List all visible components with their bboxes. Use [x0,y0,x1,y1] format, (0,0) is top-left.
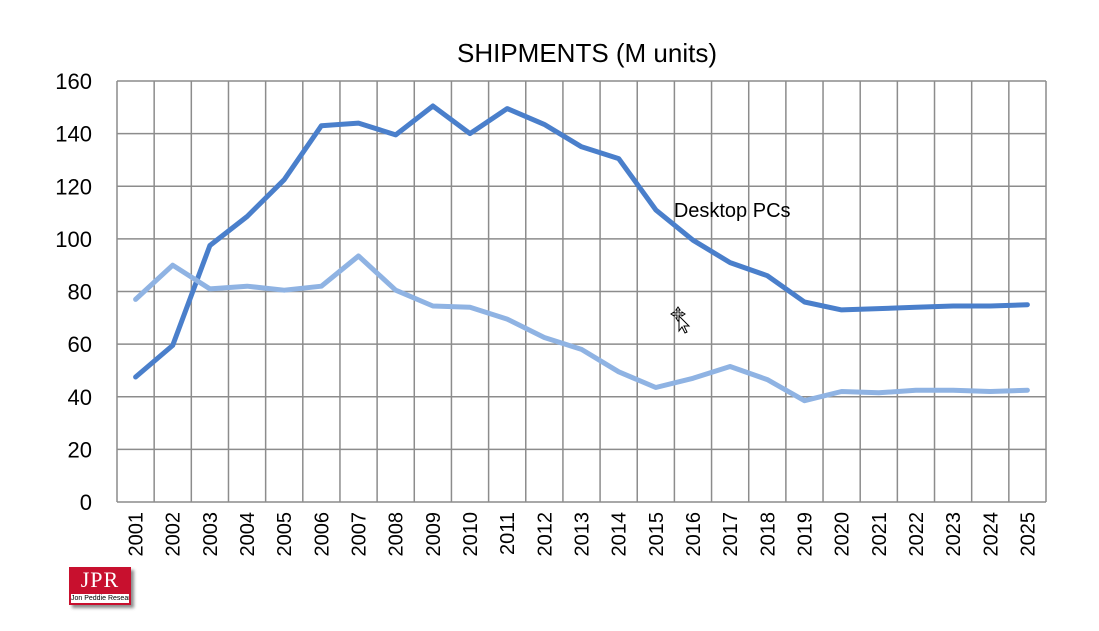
x-tick-label: 2015 [646,512,668,557]
x-tick-label: 2011 [497,512,519,555]
x-tick-label: 2024 [980,512,1002,557]
y-tick-label: 120 [55,174,92,199]
x-tick-label: 2020 [832,512,854,557]
data-series [133,103,1030,404]
y-tick-label: 160 [55,69,92,94]
series-line-2 [133,253,1030,404]
x-tick-label: 2001 [126,512,148,557]
logo-subtitle: Jon Peddie Research [71,594,129,603]
y-tick-label: 60 [68,332,92,357]
x-tick-label: 2009 [423,512,445,557]
x-tick-label: 2018 [757,512,779,557]
x-tick-label: 2014 [609,512,631,557]
x-tick-label: 2017 [720,512,742,557]
x-axis-tick-labels: 2001 2002 2003 2004 2005 2006 2007 2008 2009 2010… [126,512,1040,557]
x-tick-label: 2025 [1017,512,1039,557]
x-tick-label: 2004 [237,512,259,557]
chart-annotations: Desktop PCs [674,200,791,222]
x-tick-label: 2022 [906,512,928,557]
x-tick-label: 2008 [386,512,408,557]
y-tick-label: 100 [55,227,92,252]
chart-title: SHIPMENTS (M units) [457,38,717,68]
x-tick-label: 2010 [460,512,482,557]
x-tick-label: 2006 [311,512,333,557]
gridlines [116,80,1047,503]
y-tick-label: 20 [68,437,92,462]
x-tick-label: 2016 [683,512,705,557]
series-line-1 [133,103,1030,380]
series-annotation-label: Desktop PCs [674,200,791,222]
y-tick-label: 40 [68,385,92,410]
x-tick-label: 2003 [200,512,222,557]
x-tick-label: 2013 [572,512,594,557]
y-tick-label: 0 [80,490,92,515]
x-tick-label: 2005 [274,512,296,557]
x-tick-label: 2021 [869,512,891,557]
jpr-logo: JPR Jon Peddie Research [69,567,131,605]
x-tick-label: 2012 [534,512,556,557]
logo-letters: JPR [80,567,120,592]
x-tick-label: 2019 [794,512,816,557]
y-axis-tick-labels: 0 20 40 60 80 100 120 140 160 [55,69,92,515]
y-tick-label: 80 [68,280,92,305]
y-tick-label: 140 [55,122,92,147]
x-tick-label: 2007 [349,512,371,557]
x-tick-label: 2002 [163,512,185,557]
x-tick-label: 2023 [943,512,965,557]
move-cursor-icon [670,306,692,339]
